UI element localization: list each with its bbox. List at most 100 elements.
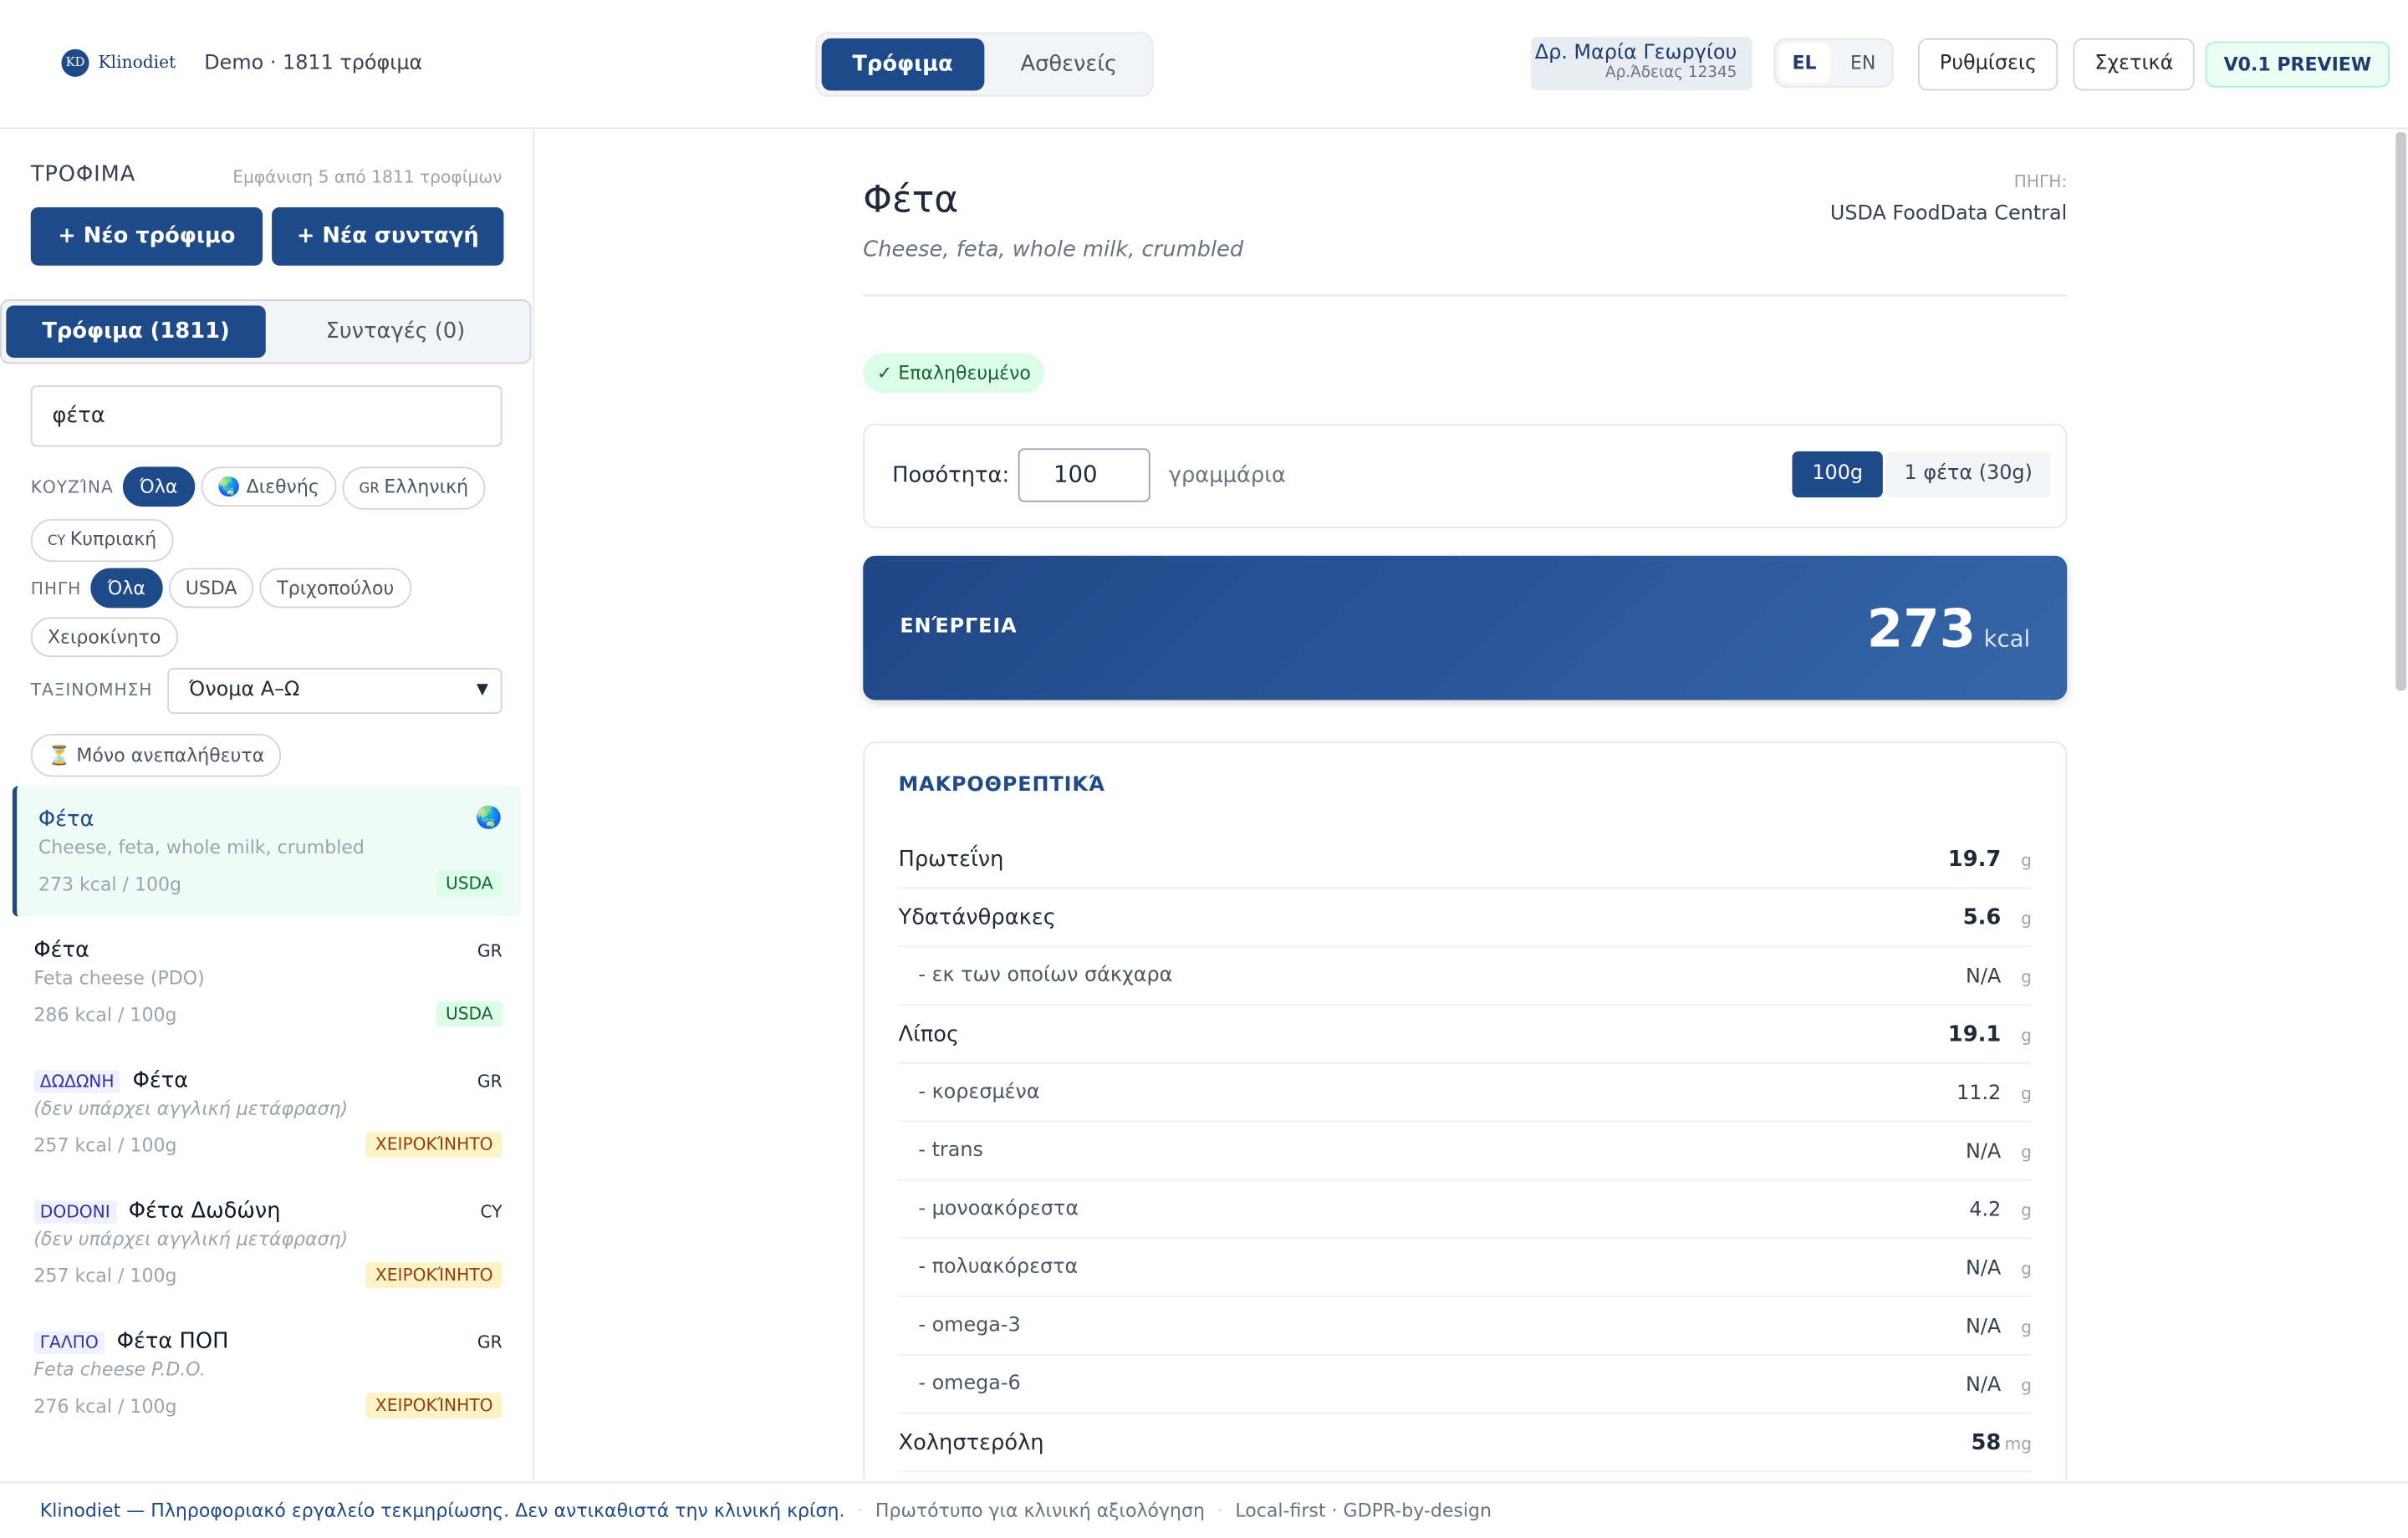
language-option[interactable]: EL <box>1778 43 1831 84</box>
item-kcal: 276 kcal / 100g <box>33 1395 177 1418</box>
source-label: ΠΗΓΗ: <box>2013 171 2068 192</box>
item-name: Φέτα <box>33 938 89 963</box>
footer-text: Klinodiet — Πληροφοριακό εργαλείο τεκμηρ… <box>39 1500 845 1522</box>
filter-chip[interactable]: 🌏 Διεθνής <box>200 466 336 507</box>
food-item[interactable]: ΔΩΔΩΝΗ Φέτα (δεν υπάρχει αγγλική μετάφραση… <box>13 1047 521 1178</box>
version-badge: V0.1 PREVIEW <box>2205 41 2390 88</box>
preset-button[interactable]: 100g <box>1792 451 1883 498</box>
filter-chip[interactable]: Όλα <box>122 466 195 507</box>
filter-chip[interactable]: GR Ελληνική <box>342 466 486 510</box>
user-box[interactable]: Δρ. Μαρία Γεωργίου Αρ.Άδειας 12345 <box>1531 37 1752 91</box>
result-count: Εμφάνιση 5 από 1811 τροφίμων <box>232 167 503 188</box>
macro-row: - κορεσμένα 11.2 g <box>898 1064 2033 1123</box>
language-option[interactable]: EN <box>1849 52 1876 74</box>
filter-chip[interactable]: CY Κυπριακή <box>30 518 174 563</box>
macro-unit: g <box>2021 1199 2033 1220</box>
sort-select[interactable]: Όνομα Α–Ω ▼ <box>167 667 503 715</box>
item-kcal: 257 kcal / 100g <box>33 1265 177 1287</box>
origin-code: GR <box>477 940 503 961</box>
macro-value-cell: 4.2 g <box>1969 1197 2033 1222</box>
macro-value-cell: 11.2 g <box>1956 1080 2032 1105</box>
main-tab[interactable]: Τρόφιμα <box>821 38 984 91</box>
preset-button[interactable]: 1 φέτα (30g) <box>1885 451 2051 498</box>
macro-name: Χοληστερόλη <box>898 1429 1044 1455</box>
food-detail: Φέτα Cheese, feta, whole milk, crumbled … <box>534 129 2396 1480</box>
footer-text: Local-first · GDPR-by-design <box>1235 1500 1492 1522</box>
macro-value: N/A <box>1966 1256 2002 1280</box>
item-name: Φέτα <box>38 807 94 833</box>
item-title: Φέτα <box>33 917 502 963</box>
scrollbar <box>2395 131 2407 691</box>
country-code: CY <box>47 534 66 550</box>
main-tab[interactable]: Ασθενείς <box>1020 52 1118 77</box>
macro-value-cell: 19.1 g <box>1948 1021 2032 1046</box>
top-bar: KD Klinodiet Demo · 1811 τρόφιμα Τρόφιμα… <box>0 0 2408 130</box>
filter-chip[interactable]: USDA <box>168 568 254 609</box>
cuisine-filter: ΚΟΥΖΊΝΑ Όλα 🌏 Διεθνής GR ΕλληνικήCY Κυπριακή <box>30 466 507 571</box>
food-item[interactable]: Φέτα Cheese, feta, whole milk, crumbled 27… <box>12 786 521 917</box>
macro-unit: g <box>2021 1141 2033 1162</box>
filter-chip[interactable]: Χειροκίνητο <box>30 617 178 658</box>
source-badge: USDA <box>436 1001 503 1027</box>
globe-icon: 🌏 <box>475 806 503 831</box>
item-subtitle: Feta cheese P.D.O. <box>33 1358 206 1381</box>
settings-button[interactable]: Ρυθμίσεις <box>1918 38 2059 91</box>
macro-row: - πολυακόρεστα N/A g <box>898 1239 2033 1298</box>
macro-value: 5.6 <box>1962 904 2002 930</box>
unverified-toggle[interactable]: ⏳ Μόνο ανεπαλήθευτα <box>30 733 282 777</box>
macro-value-cell: 5.6 g <box>1963 905 2032 929</box>
sidebar: ΤΡΟΦΙΜΑ Εμφάνιση 5 από 1811 τροφίμων + Ν… <box>0 129 535 1480</box>
macro-value-cell: 58 mg <box>1971 1430 2032 1454</box>
macro-unit: g <box>2021 1374 2033 1395</box>
macro-value-cell: N/A g <box>1966 1313 2032 1338</box>
item-name: Φέτα Δωδώνη <box>128 1199 281 1224</box>
filter-chip[interactable]: Όλα <box>90 568 163 609</box>
filter-chip[interactable]: Τριχοπούλου <box>260 568 411 609</box>
energy-card: ΕΝΈΡΓΕΙΑ 273 kcal <box>863 555 2068 700</box>
item-kcal: 286 kcal / 100g <box>33 1004 177 1026</box>
user-license: Αρ.Άδειας 12345 <box>1605 64 1737 82</box>
item-name: Φέτα ΠΟΠ <box>116 1329 229 1355</box>
macro-row: - omega-6 N/A g <box>898 1356 2033 1414</box>
macros-title: ΜΑΚΡΟΘΡΕΠΤΙΚΆ <box>898 773 1105 797</box>
verified-badge: ✓ Επαληθευμένο <box>863 353 1045 394</box>
item-subtitle: Cheese, feta, whole milk, crumbled <box>38 837 365 858</box>
country-code: GR <box>359 481 380 498</box>
macro-value: N/A <box>1966 1139 2002 1164</box>
new-food-button[interactable]: + Νέο τρόφιμο <box>30 206 263 266</box>
new-recipe-button[interactable]: + Νέα συνταγή <box>272 206 504 266</box>
macro-value: 4.2 <box>1969 1198 2002 1222</box>
macro-name: - εκ των οποίων σάκχαρα <box>918 964 1173 988</box>
divider <box>863 294 2068 297</box>
about-button[interactable]: Σχετικά <box>2073 38 2196 91</box>
quantity-input[interactable]: 100 <box>1018 448 1150 502</box>
food-item[interactable]: ΓΑΛΠΟ Φέτα ΠΟΠ Feta cheese P.D.O. 276 kcal … <box>13 1308 521 1439</box>
sidebar-tab[interactable]: Τρόφιμα (1811) <box>6 305 266 358</box>
macro-row: Χοληστερόλη 58 mg <box>898 1414 2033 1473</box>
search-input[interactable]: φέτα <box>30 385 503 447</box>
brand-tag: DODONI <box>33 1200 117 1224</box>
footer: Klinodiet — Πληροφοριακό εργαλείο τεκμηρ… <box>0 1481 2408 1538</box>
brand-tag: ΔΩΔΩΝΗ <box>33 1070 120 1093</box>
source-filter: ΠΗΓΗ Όλα USDA Τριχοπούλου Χειροκίνητο <box>30 568 507 667</box>
macros-card: ΜΑΚΡΟΘΡΕΠΤΙΚΆ Πρωτεΐνη 19.7 g Υδατάνθρακες 5… <box>863 741 2068 1480</box>
source-badge: ΧΕΙΡΟΚΊΝΗΤΟ <box>365 1131 503 1158</box>
sidebar-tab[interactable]: Συνταγές (0) <box>325 319 466 344</box>
macros-table: Πρωτεΐνη 19.7 g Υδατάνθρακες 5.6 g - εκ των οπ… <box>898 831 2033 1473</box>
macro-name: - omega-3 <box>918 1314 1021 1337</box>
toggle-label: Μόνο ανεπαλήθευτα <box>76 744 265 766</box>
chip-label: Όλα <box>139 476 178 498</box>
food-item[interactable]: Φέτα Feta cheese (PDO) 286 kcal / 100g GR US… <box>13 917 521 1047</box>
chip-label: Κυπριακή <box>69 527 157 550</box>
macro-row: - μονοακόρεστα 4.2 g <box>898 1180 2033 1240</box>
quantity-card: Ποσότητα: 100 γραμμάρια 100g 1 φέτα (30g… <box>863 423 2068 528</box>
source-badge: USDA <box>436 870 503 897</box>
header-subtitle: Demo · 1811 τρόφιμα <box>204 52 423 76</box>
food-item[interactable]: DODONI Φέτα Δωδώνη (δεν υπάρχει αγγλική με… <box>13 1178 521 1308</box>
macro-unit: g <box>2021 966 2033 987</box>
quantity-label: Ποσότητα: <box>892 463 1010 489</box>
item-title: DODONI Φέτα Δωδώνη <box>33 1178 502 1224</box>
item-kcal: 257 kcal / 100g <box>33 1134 177 1157</box>
chip-label: Διεθνής <box>246 476 319 498</box>
sidebar-title: ΤΡΟΦΙΜΑ <box>30 162 136 188</box>
